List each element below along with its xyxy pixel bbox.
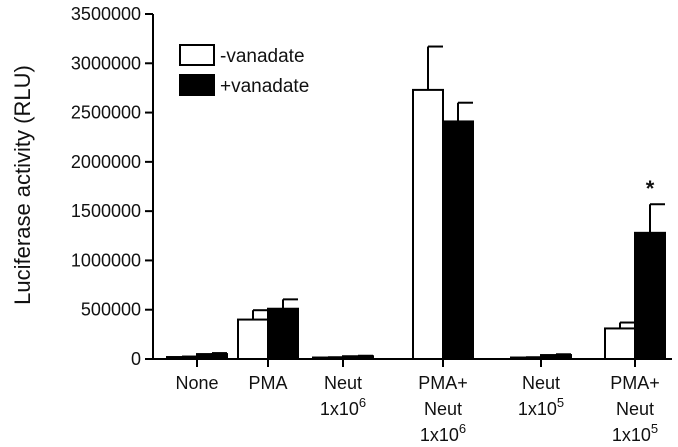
y-tick-label: 2000000	[71, 152, 141, 172]
y-tick-label: 0	[131, 349, 141, 369]
x-tick-label: PMA+	[418, 373, 468, 393]
legend-swatch	[179, 44, 215, 66]
bar-plus-vanadate	[540, 354, 572, 360]
x-tick-label: 1x106	[420, 421, 466, 445]
x-tick-label: PMA+	[610, 373, 660, 393]
chart-legend: -vanadate +vanadate	[179, 44, 309, 97]
bar-plus-vanadate	[634, 231, 666, 360]
x-tick-label: PMA	[248, 373, 287, 393]
bar-minus-vanadate	[237, 318, 269, 361]
x-tick-label: Neut	[424, 399, 462, 419]
x-tick-label: 1x106	[320, 395, 366, 419]
y-tick-label: 3000000	[71, 53, 141, 73]
x-tick-label: Neut	[616, 399, 654, 419]
legend-label: -vanadate	[220, 46, 305, 67]
y-tick-label: 1000000	[71, 250, 141, 270]
bar-plus-vanadate	[442, 120, 474, 360]
y-tick-label: 1500000	[71, 201, 141, 221]
x-tick-label: 1x105	[518, 395, 564, 419]
chart-bars: *	[166, 45, 666, 361]
bar-plus-vanadate	[267, 307, 299, 361]
bar-plus-vanadate	[196, 353, 228, 361]
y-axis-label: Luciferase activity (RLU)	[10, 65, 35, 305]
bar-minus-vanadate	[412, 88, 444, 361]
legend-swatch	[179, 74, 215, 96]
x-tick-label: Neut	[324, 373, 362, 393]
legend-label: +vanadate	[220, 76, 309, 97]
significance-marker: *	[646, 176, 655, 201]
chart-axes: 0 500000 1000000 1500000 2000000 2500000 30000…	[71, 4, 672, 445]
y-tick-label: 2500000	[71, 103, 141, 123]
x-tick-label: None	[175, 373, 218, 393]
x-tick-label: 1x105	[612, 421, 658, 445]
x-tick-label: Neut	[522, 373, 560, 393]
y-tick-label: 500000	[81, 300, 141, 320]
y-tick-label: 3500000	[71, 4, 141, 24]
bar-minus-vanadate	[604, 327, 636, 361]
